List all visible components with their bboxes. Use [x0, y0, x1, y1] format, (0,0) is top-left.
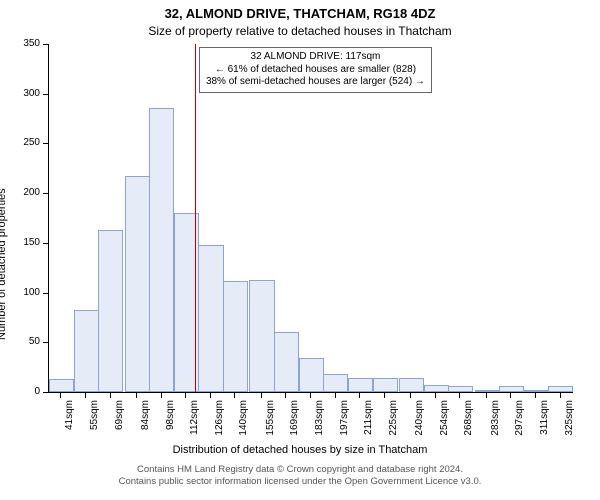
x-tick-label: 155sqm: [265, 400, 276, 440]
x-tick-label: 126sqm: [214, 400, 225, 440]
x-tick-label: 98sqm: [165, 400, 176, 440]
x-tick-label: 254sqm: [439, 400, 450, 440]
x-tick-mark: [161, 393, 162, 398]
x-tick-mark: [185, 393, 186, 398]
x-tick-label: 311sqm: [539, 400, 550, 440]
x-tick-label: 197sqm: [339, 400, 350, 440]
reference-line: [195, 44, 196, 392]
histogram-bar: [475, 390, 500, 392]
y-tick-mark: [43, 342, 48, 343]
histogram-bar: [348, 378, 373, 392]
x-tick-label: 240sqm: [414, 400, 425, 440]
annotation-line: ← 61% of detached houses are smaller (82…: [206, 64, 425, 77]
x-tick-mark: [535, 393, 536, 398]
y-tick-mark: [43, 243, 48, 244]
x-tick-mark: [435, 393, 436, 398]
footer-line-2: Contains public sector information licen…: [119, 476, 482, 487]
x-tick-mark: [510, 393, 511, 398]
plot-area: 32 ALMOND DRIVE: 117sqm← 61% of detached…: [48, 44, 573, 393]
histogram-bar: [223, 281, 248, 392]
x-tick-mark: [560, 393, 561, 398]
histogram-bar: [448, 386, 473, 392]
chart-subtitle: Size of property relative to detached ho…: [0, 24, 600, 38]
x-tick-label: 112sqm: [189, 400, 200, 440]
x-tick-label: 183sqm: [314, 400, 325, 440]
x-tick-mark: [110, 393, 111, 398]
x-tick-mark: [486, 393, 487, 398]
annotation-box: 32 ALMOND DRIVE: 117sqm← 61% of detached…: [199, 47, 432, 93]
attribution-footer: Contains HM Land Registry data © Crown c…: [0, 464, 600, 488]
x-tick-label: 55sqm: [89, 400, 100, 440]
histogram-bar: [323, 374, 348, 392]
y-tick-label: 0: [10, 386, 40, 397]
y-tick-mark: [43, 193, 48, 194]
x-tick-mark: [210, 393, 211, 398]
histogram-bar: [424, 385, 449, 392]
histogram-bar: [74, 310, 99, 392]
x-tick-label: 268sqm: [463, 400, 474, 440]
x-tick-label: 69sqm: [114, 400, 125, 440]
x-tick-mark: [359, 393, 360, 398]
y-tick-label: 300: [10, 88, 40, 99]
histogram-bar: [548, 386, 573, 392]
histogram-bar: [299, 358, 324, 392]
y-tick-mark: [43, 143, 48, 144]
y-tick-label: 250: [10, 137, 40, 148]
x-tick-label: 41sqm: [64, 400, 75, 440]
y-tick-mark: [43, 293, 48, 294]
histogram-bar: [149, 108, 174, 392]
y-axis-label: Number of detached properties: [0, 188, 8, 340]
histogram-bar: [373, 378, 398, 392]
x-tick-mark: [410, 393, 411, 398]
histogram-bar: [49, 379, 74, 392]
x-tick-label: 283sqm: [490, 400, 501, 440]
x-axis-label: Distribution of detached houses by size …: [0, 444, 600, 456]
chart-title: 32, ALMOND DRIVE, THATCHAM, RG18 4DZ: [0, 6, 600, 21]
x-tick-mark: [335, 393, 336, 398]
y-tick-mark: [43, 44, 48, 45]
x-tick-label: 84sqm: [140, 400, 151, 440]
x-tick-mark: [85, 393, 86, 398]
x-tick-mark: [310, 393, 311, 398]
histogram-bar: [399, 378, 424, 392]
histogram-bar: [249, 280, 274, 392]
x-tick-mark: [384, 393, 385, 398]
histogram-bar: [198, 245, 223, 392]
x-tick-label: 325sqm: [564, 400, 575, 440]
x-tick-mark: [261, 393, 262, 398]
histogram-bar: [125, 176, 150, 392]
x-tick-mark: [136, 393, 137, 398]
y-tick-label: 100: [10, 287, 40, 298]
y-tick-label: 350: [10, 38, 40, 49]
annotation-line: 38% of semi-detached houses are larger (…: [206, 76, 425, 89]
x-tick-mark: [234, 393, 235, 398]
x-tick-label: 297sqm: [514, 400, 525, 440]
histogram-bar: [98, 230, 123, 392]
footer-line-1: Contains HM Land Registry data © Crown c…: [137, 464, 463, 475]
x-tick-label: 140sqm: [238, 400, 249, 440]
y-tick-label: 150: [10, 237, 40, 248]
histogram-bar: [274, 332, 299, 392]
y-tick-mark: [43, 392, 48, 393]
y-tick-mark: [43, 94, 48, 95]
x-tick-mark: [285, 393, 286, 398]
histogram-bar: [524, 390, 549, 392]
histogram-bar: [499, 386, 524, 392]
x-tick-label: 225sqm: [388, 400, 399, 440]
y-tick-label: 50: [10, 336, 40, 347]
y-tick-label: 200: [10, 187, 40, 198]
x-tick-label: 169sqm: [289, 400, 300, 440]
x-tick-mark: [459, 393, 460, 398]
x-tick-mark: [60, 393, 61, 398]
annotation-line: 32 ALMOND DRIVE: 117sqm: [206, 51, 425, 64]
x-tick-label: 211sqm: [363, 400, 374, 440]
